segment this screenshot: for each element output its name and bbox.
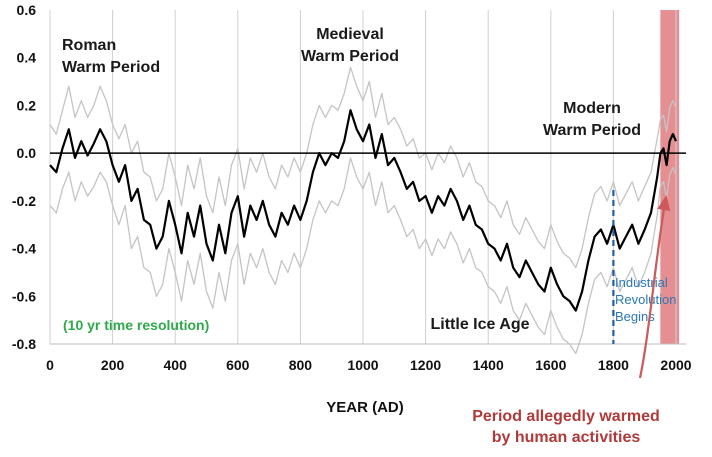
x-tick-label: 400 bbox=[164, 357, 188, 373]
y-axis-ticks: -0.8 -0.6 -0.4 -0.2 0.0 0.2 0.4 0.6 bbox=[12, 2, 36, 352]
x-tick-label: 2000 bbox=[660, 357, 691, 373]
grid-lines bbox=[49, 10, 686, 345]
series-line-lower-bound bbox=[49, 157, 677, 355]
x-tick-label: 200 bbox=[101, 357, 125, 373]
y-tick-label: -0.6 bbox=[12, 288, 36, 304]
x-tick-label: 1400 bbox=[473, 357, 504, 373]
annotation-industrial: Industrial Revolution Begins bbox=[615, 275, 676, 324]
annotation-roman: Roman Warm Period bbox=[62, 37, 160, 76]
y-tick-label: 0.6 bbox=[17, 2, 37, 18]
x-axis-ticks: 0 200 400 600 800 1000 1200 1400 1600 1800 2000 bbox=[46, 357, 692, 373]
series-line-reconstruction bbox=[49, 109, 678, 312]
annotation-medieval: Medieval Warm Period bbox=[301, 26, 399, 65]
x-axis-title: YEAR (AD) bbox=[326, 399, 404, 416]
x-tick-label: 1200 bbox=[410, 357, 441, 373]
annotation-human: Period allegedly warmed by human activiti… bbox=[472, 408, 660, 446]
x-tick-label: 1600 bbox=[535, 357, 566, 373]
annotation-lia: Little Ice Age bbox=[431, 316, 530, 333]
y-tick-label: 0.0 bbox=[17, 145, 37, 161]
series-lines bbox=[49, 66, 678, 355]
x-tick-label: 0 bbox=[46, 357, 54, 373]
series-line-upper-bound bbox=[49, 66, 677, 269]
x-tick-label: 600 bbox=[226, 357, 250, 373]
x-tick-label: 1000 bbox=[347, 357, 378, 373]
y-tick-label: 0.4 bbox=[17, 50, 37, 66]
annotation-resolution: (10 yr time resolution) bbox=[63, 317, 209, 333]
y-tick-label: -0.2 bbox=[12, 193, 36, 209]
y-tick-label: -0.8 bbox=[12, 336, 36, 352]
x-tick-label: 1800 bbox=[598, 357, 629, 373]
annotations: Roman Warm Period Medieval Warm Period Moder… bbox=[62, 26, 676, 446]
annotation-modern: Modern Warm Period bbox=[543, 100, 641, 139]
human-period-arrow bbox=[638, 194, 671, 379]
x-tick-label: 800 bbox=[289, 357, 313, 373]
y-tick-label: -0.4 bbox=[12, 241, 36, 257]
y-tick-label: 0.2 bbox=[17, 97, 37, 113]
